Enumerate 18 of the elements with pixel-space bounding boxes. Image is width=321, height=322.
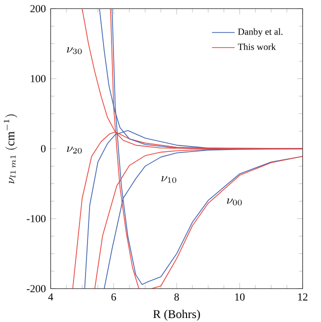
y-tick-label: 0 xyxy=(40,145,46,152)
x-tick-label: 12 xyxy=(298,293,308,300)
x-tick-label: 8 xyxy=(174,293,179,301)
y-tick-label: -100 xyxy=(26,215,46,222)
y-tick-label: 200 xyxy=(30,5,46,12)
annotation: $\nu_{30}$ xyxy=(66,47,82,54)
x-tick-label: 10 xyxy=(235,293,244,301)
annotation: $\nu_{10}$ xyxy=(161,176,176,183)
legend-label: This work xyxy=(238,43,276,50)
legend-label: Danby et al. xyxy=(238,28,282,37)
x-tick-label: 6 xyxy=(111,293,116,301)
annotation: $\nu_{00}$ xyxy=(226,198,242,206)
y-tick-label: -200 xyxy=(26,285,46,292)
y-axis-title: $\nu_{l1\,m1}\ (\mathrm{cm}^{-1})$ xyxy=(4,114,18,184)
y-tick-label: 100 xyxy=(30,75,46,82)
annotation: $\nu_{20}$ xyxy=(66,146,82,154)
x-tick-label: 4 xyxy=(48,293,54,300)
x-axis-title: R (Bohrs) xyxy=(153,310,200,321)
